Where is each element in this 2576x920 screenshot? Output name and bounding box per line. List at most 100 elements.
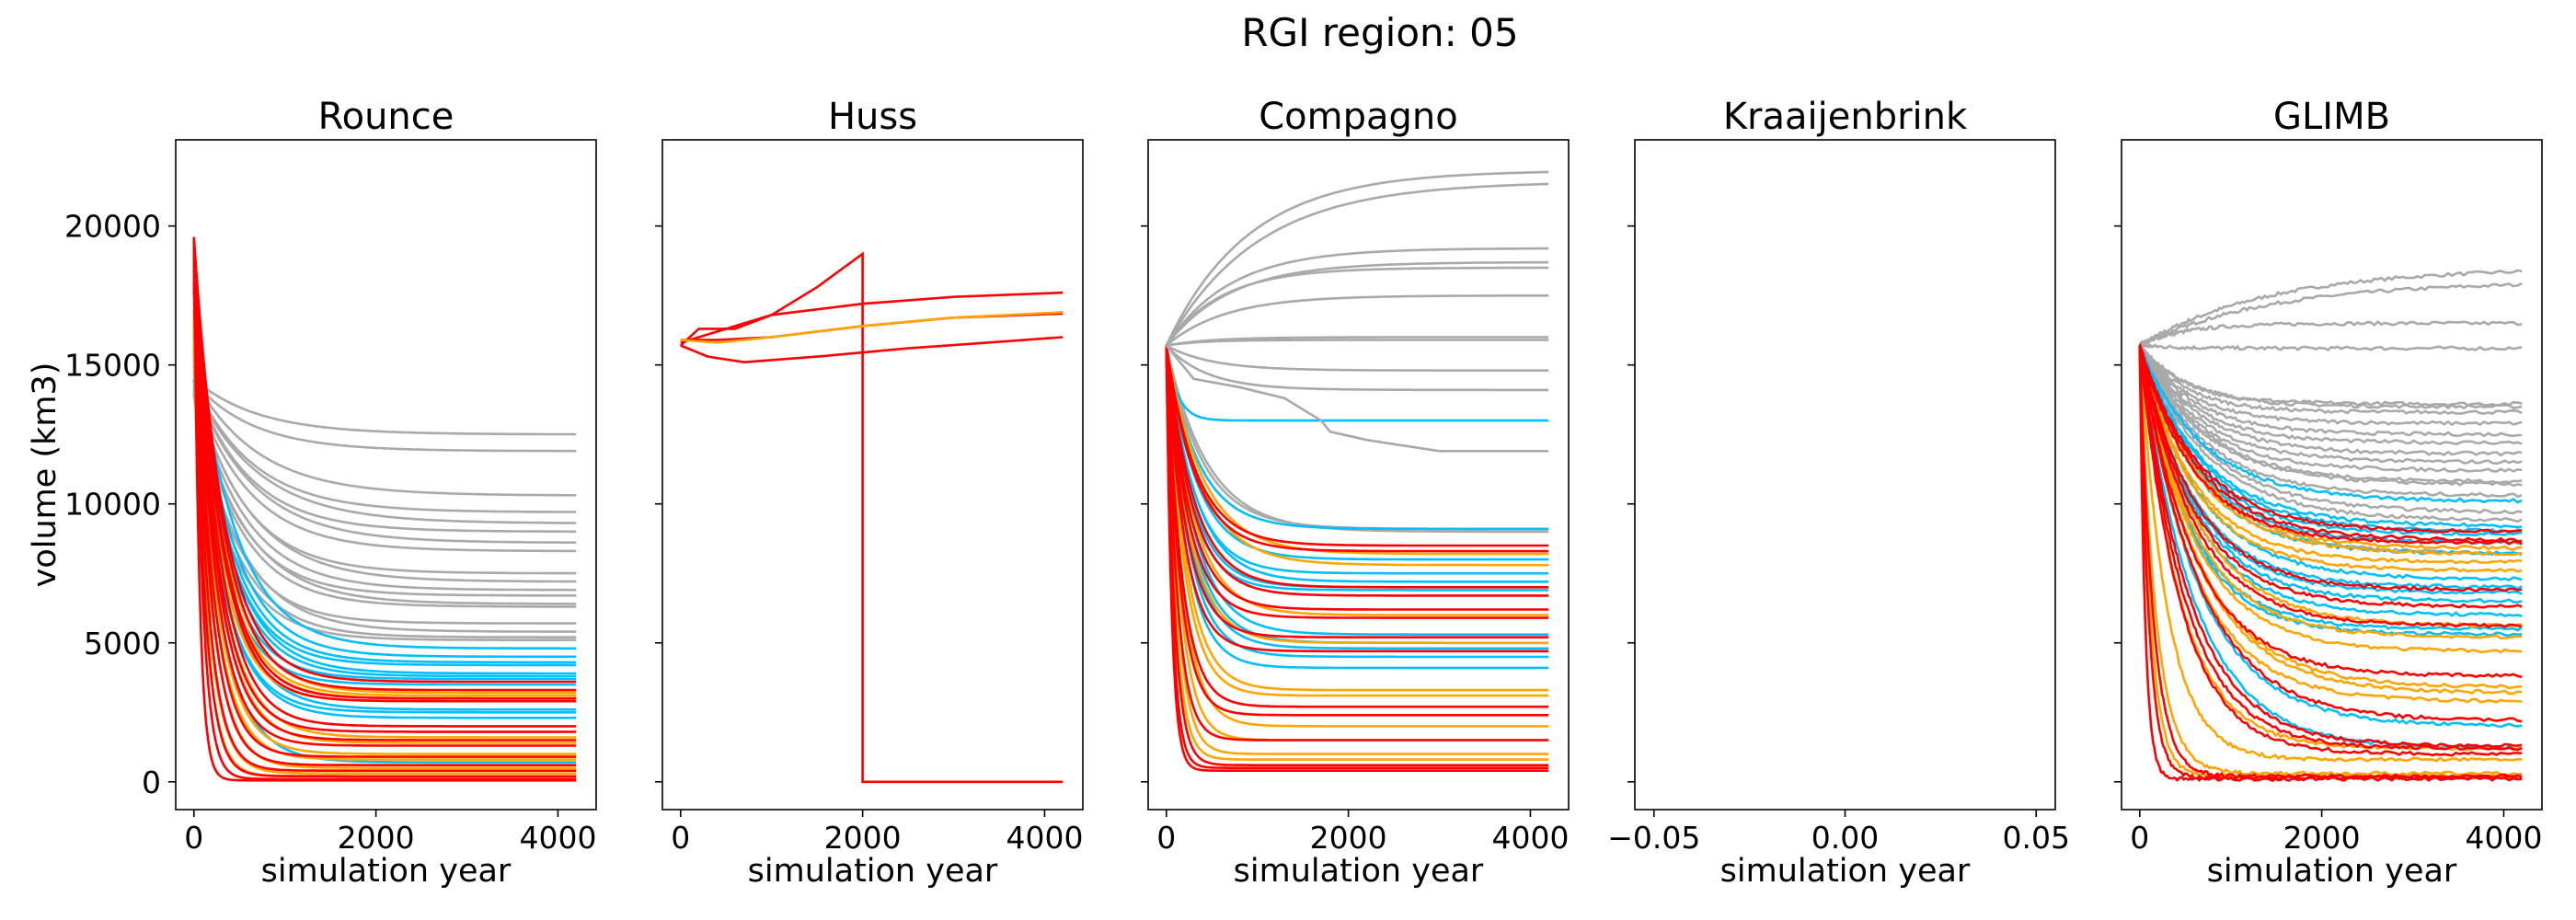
series-lines <box>192 236 577 782</box>
series-line-gray <box>192 384 577 524</box>
series-line-orange <box>1165 345 1549 616</box>
series-line-orange <box>2138 345 2523 763</box>
x-tick-label: 0 <box>184 820 203 856</box>
subplot-title: Huss <box>828 96 917 138</box>
series-line-gray <box>2138 319 2523 349</box>
series-line-blue <box>1165 345 1549 583</box>
series-line-red <box>192 245 577 703</box>
series-line-red <box>1165 345 1549 638</box>
x-tick-label: 4000 <box>1006 820 1083 856</box>
series-line-gray <box>192 386 577 592</box>
subplot-glimb: GLIMB simulation year 0 2000 4000 <box>2114 96 2543 890</box>
axes-frame <box>2121 139 2543 811</box>
series-line-gray <box>1165 344 1549 453</box>
y-tick-label: 15000 <box>64 348 161 384</box>
series-line-red <box>2138 345 2523 592</box>
series-line-gray <box>192 380 577 453</box>
series-line-red <box>1165 345 1549 766</box>
series-line-red <box>1165 345 1549 708</box>
subplot-title: Compagno <box>1259 96 1457 138</box>
x-axis-label: simulation year <box>1234 853 1484 890</box>
axes-frame <box>1147 139 1570 811</box>
series-line-gray <box>2138 344 2523 416</box>
subplots: Rounce simulation year 0 2000 4000 0 5000 10000… <box>64 96 2543 890</box>
series-line-red <box>680 336 1064 364</box>
series-line-gray <box>2138 269 2523 348</box>
x-tick-label: 2000 <box>1310 820 1387 856</box>
series-line-red <box>1165 345 1549 653</box>
series-line-red <box>1165 345 1549 619</box>
subplot-huss: Huss simulation year 0 2000 4000 <box>655 96 1084 890</box>
series-line-gray <box>1165 247 1549 347</box>
series-line-red <box>192 239 577 692</box>
subplot-compagno: Compagno simulation year 0 2000 4000 <box>1141 96 1570 890</box>
x-tick-label: 0 <box>671 820 690 856</box>
series-line-gray <box>1165 260 1549 347</box>
series-line-gray <box>192 381 577 534</box>
series-line-gray <box>2138 341 2523 351</box>
series-line-red <box>1165 345 1549 742</box>
series-line-red <box>192 236 577 781</box>
series-line-gray <box>192 377 577 436</box>
series-line-orange <box>680 311 1064 344</box>
series-line-gray <box>2138 343 2523 408</box>
series-line-red <box>1165 345 1549 597</box>
series-line-red <box>192 236 577 684</box>
series-line-red <box>192 282 577 772</box>
y-tick-label: 5000 <box>84 626 161 661</box>
series-line-red <box>2138 345 2523 679</box>
x-axis-label: simulation year <box>1720 853 1971 890</box>
series-line-red <box>192 287 577 778</box>
x-axis-label: simulation year <box>261 853 512 890</box>
y-tick-label: 20000 <box>64 209 161 245</box>
series-line-gray <box>1165 293 1549 347</box>
x-tick-label: 2000 <box>824 820 902 856</box>
series-line-gray <box>1165 170 1549 346</box>
series-line-red <box>192 247 577 728</box>
series-line-red <box>679 251 1064 784</box>
x-tick-label: 4000 <box>2465 820 2542 856</box>
series-line-red <box>192 259 577 742</box>
series-line-orange <box>2138 344 2523 573</box>
series-line-red <box>1165 345 1549 717</box>
series-lines <box>2138 269 2523 783</box>
y-axis-label: volume (km3) <box>27 362 63 588</box>
series-line-red <box>1165 345 1549 611</box>
series-line-orange <box>192 342 577 769</box>
subplot-title: GLIMB <box>2273 96 2390 138</box>
series-line-orange <box>2138 345 2523 777</box>
series-line-red <box>1165 345 1549 589</box>
series-line-red <box>2138 345 2523 757</box>
subplot-title: Rounce <box>318 96 454 138</box>
figure-title: RGI region: 05 <box>1241 10 1518 55</box>
x-tick-label: 0.00 <box>1811 820 1879 856</box>
subplot-title: Kraaijenbrink <box>1723 96 1968 138</box>
x-axis-label: simulation year <box>748 853 998 890</box>
series-line-red <box>2138 345 2523 783</box>
x-tick-label: 0 <box>2130 820 2149 856</box>
series-lines <box>1165 170 1549 772</box>
series-line-red <box>2138 344 2523 543</box>
series-line-gray <box>1165 182 1549 347</box>
series-line-gray <box>1166 339 1549 347</box>
series-line-red <box>192 276 577 766</box>
series-line-red <box>2138 344 2523 546</box>
series-line-red <box>2138 345 2523 779</box>
series-line-red <box>1165 345 1549 772</box>
x-axis-label: simulation year <box>2207 853 2457 890</box>
series-line-red <box>192 270 577 758</box>
y-tick-label: 0 <box>142 765 161 800</box>
series-line-red <box>2138 345 2523 748</box>
series-line-red <box>2138 345 2523 628</box>
series-line-red <box>1165 345 1549 553</box>
series-line-red <box>1165 345 1549 547</box>
series-line-orange <box>1165 345 1549 692</box>
series-line-red <box>2138 345 2523 723</box>
x-tick-label: 2000 <box>338 820 415 856</box>
axes-frame <box>175 139 597 811</box>
series-line-red <box>680 291 1064 344</box>
x-tick-label: 4000 <box>519 820 596 856</box>
series-line-red <box>1165 345 1549 769</box>
x-tick-label: 0 <box>1156 820 1176 856</box>
